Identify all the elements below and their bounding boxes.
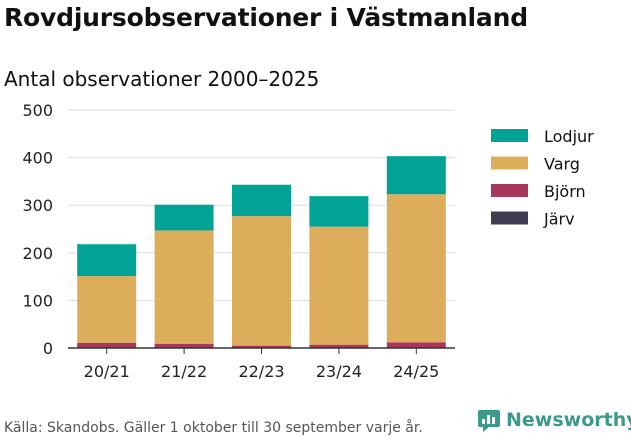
bar-björn [154,343,214,348]
legend-swatch-björn [491,184,528,197]
legend-label: Lodjur [544,127,594,146]
source-note: Källa: Skandobs. Gäller 1 oktober till 3… [4,420,423,436]
x-tick-label: 22/23 [238,362,284,381]
bar-björn [386,342,446,348]
bar-varg [309,226,369,345]
brand-name: Newsworthy [506,409,631,431]
legend-label: Järv [543,210,575,229]
chart-subtitle: Antal observationer 2000–2025 [4,67,320,91]
y-tick-label: 400 [22,149,53,168]
legend-label: Varg [544,155,580,174]
y-tick-label: 200 [22,244,53,263]
y-tick-label: 0 [43,339,53,358]
bar-varg [386,194,446,343]
y-tick-label: 100 [22,291,53,310]
bar-lodjur [154,204,214,231]
x-tick-label: 23/24 [316,362,362,381]
bar-björn [232,345,291,348]
bar-lodjur [309,196,369,227]
x-tick-label: 21/22 [161,362,207,381]
legend-swatch-järv [491,211,528,225]
y-tick-label: 500 [22,101,53,120]
x-tick-label: 24/25 [393,362,439,381]
legend-swatch-lodjur [491,129,528,142]
brand-logo: Newsworthy [477,408,631,432]
bar-lodjur [386,156,446,195]
bar-lodjur [232,184,291,217]
bar-varg [154,230,214,344]
bar-björn [309,344,369,348]
bar-varg [232,216,291,346]
chart-title: Rovdjursobservationer i Västmanland [4,3,528,32]
y-tick-label: 300 [22,196,53,215]
legend-label: Björn [544,182,586,201]
bar-varg [77,276,137,343]
legend-swatch-varg [491,156,528,170]
x-tick-label: 20/21 [84,362,130,381]
stacked-bar-chart: 0 100 200 300 400 500 20/21 21/22 22/23 23/24 24/2… [22,101,594,381]
newsworthy-logo-icon [478,410,500,432]
bar-lodjur [77,244,137,277]
bar-björn [77,342,137,348]
